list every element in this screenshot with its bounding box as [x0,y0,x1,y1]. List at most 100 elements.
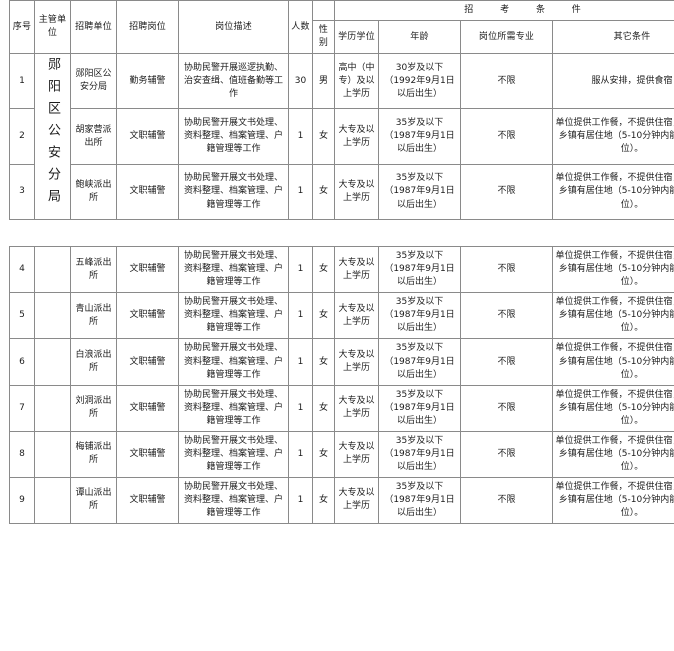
cell-post-desc: 协助民警开展文书处理、资料整理、档案管理、户籍管理等工作 [178,384,289,432]
cell-post-desc: 协助民警开展文书处理、资料整理、档案管理、户籍管理等工作 [178,292,289,340]
cell-post: 文职辅警 [116,292,179,340]
col-header-other: 其它条件 [551,20,674,55]
table-row: 8 梅铺派出所 文职辅警 协助民警开展文书处理、资料整理、档案管理、户籍管理等工… [9,430,674,478]
cell-major: 不限 [460,292,553,340]
cell-post: 文职辅警 [116,430,179,478]
cell-post-desc: 协助民警开展文书处理、资料整理、档案管理、户籍管理等工作 [178,163,289,221]
cell-post: 文职辅警 [116,108,179,165]
cell-education: 高中（中专）及以上学历 [334,53,379,110]
cell-major: 不限 [460,476,553,525]
cell-major: 不限 [460,338,553,386]
cell-count: 30 [288,53,313,110]
cell-post-desc: 协助民警开展文书处理、资料整理、档案管理、户籍管理等工作 [178,476,289,525]
cell-major: 不限 [460,246,553,294]
cell-count: 1 [288,246,313,294]
cell-admin-unit [34,338,71,386]
cell-hiring-unit: 郧阳区公安分局 [70,53,117,110]
cell-education: 大专及以上学历 [334,108,379,165]
cell-major: 不限 [460,384,553,432]
cell-admin-unit [34,384,71,432]
cell-age: 35岁及以下（1987年9月1日以后出生） [378,246,461,294]
cell-gender: 女 [312,476,335,525]
cell-age: 30岁及以下（1992年9月1日以后出生） [378,53,461,110]
col-header-age: 年龄 [378,20,461,55]
cell-age: 35岁及以下（1987年9月1日以后出生） [378,384,461,432]
cell-age: 35岁及以下（1987年9月1日以后出生） [378,163,461,221]
cell-post: 文职辅警 [116,476,179,525]
cell-gender: 女 [312,163,335,221]
cell-count: 1 [288,163,313,221]
cell-education: 大专及以上学历 [334,163,379,221]
cell-post-desc: 协助民警开展文书处理、资料整理、档案管理、户籍管理等工作 [178,338,289,386]
cell-seq: 2 [9,108,35,165]
cell-post: 文职辅警 [116,246,179,294]
cell-admin-unit [34,246,71,294]
table-row: 9 谭山派出所 文职辅警 协助民警开展文书处理、资料整理、档案管理、户籍管理等工… [9,476,674,525]
cell-other: 服从安排，提供食宿 [551,53,674,110]
cell-age: 35岁及以下（1987年9月1日以后出生） [378,476,461,525]
recruitment-sheet: 序号 主管单位 招聘单位 招聘岗位 岗位描述 人数 招 考 条 件 性别 学历学… [9,0,674,525]
admin-unit-text: 郧阳区公安分局 [45,57,60,212]
cell-other: 单位提供工作餐，不提供住宿，需在本乡镇有居住地（5-10分钟内能赶到单位）。 [552,246,674,294]
cell-major: 不限 [460,163,553,221]
cell-other: 单位提供工作餐，不提供住宿，需在本乡镇有居住地（5-10分钟内能赶到单位）。 [552,384,674,432]
table-header-row-top: 序号 主管单位 招聘单位 招聘岗位 岗位描述 人数 招 考 条 件 [9,0,674,55]
cell-count: 1 [288,476,313,525]
cell-gender: 男 [312,53,335,110]
cell-seq: 4 [9,246,35,294]
col-header-gender: 性别 [312,20,335,55]
cell-education: 大专及以上学历 [334,430,379,478]
cell-post-desc: 协助民警开展巡逻执勤、治安查缉、值班备勤等工作 [178,53,289,110]
recruitment-table-part-2: 4 五峰派出所 文职辅警 协助民警开展文书处理、资料整理、档案管理、户籍管理等工… [9,246,674,525]
cell-gender: 女 [312,384,335,432]
cell-other: 单位提供工作餐，不提供住宿，需在本乡镇有居住地（5-10分钟内能赶到单位）。 [552,476,674,525]
cell-major: 不限 [460,108,553,165]
cell-education: 大专及以上学历 [334,246,379,294]
cell-gender: 女 [312,108,335,165]
cell-education: 大专及以上学历 [334,338,379,386]
col-header-spacer [312,0,335,22]
cell-seq: 1 [9,53,35,110]
cell-education: 大专及以上学历 [334,292,379,340]
table-row: 3 鲍峡派出所 文职辅警 协助民警开展文书处理、资料整理、档案管理、户籍管理等工… [9,163,674,221]
cell-seq: 9 [9,476,35,525]
cell-hiring-unit: 胡家营派出所 [70,108,117,165]
col-header-post: 招聘岗位 [116,0,179,55]
cell-count: 1 [288,338,313,386]
cell-gender: 女 [312,338,335,386]
cell-education: 大专及以上学历 [334,384,379,432]
col-header-hiring-unit: 招聘单位 [70,0,117,55]
cell-hiring-unit: 刘洞派出所 [70,384,117,432]
cell-post: 文职辅警 [116,338,179,386]
table-row: 1 郧阳区公安分局 郧阳区公安分局 勤务辅警 协助民警开展巡逻执勤、治安查缉、值… [9,53,674,221]
col-header-admin-unit: 主管单位 [34,0,71,55]
cell-age: 35岁及以下（1987年9月1日以后出生） [378,338,461,386]
col-header-major: 岗位所需专业 [460,20,553,55]
cell-post-desc: 协助民警开展文书处理、资料整理、档案管理、户籍管理等工作 [178,430,289,478]
cell-hiring-unit: 梅铺派出所 [70,430,117,478]
cell-admin-unit [34,476,71,525]
cell-count: 1 [288,430,313,478]
table-row: 4 五峰派出所 文职辅警 协助民警开展文书处理、资料整理、档案管理、户籍管理等工… [9,246,674,294]
cell-other: 单位提供工作餐，不提供住宿，需在本乡镇有居住地（5-10分钟内能赶到单位）。 [552,292,674,340]
cell-admin-unit [34,430,71,478]
cell-age: 35岁及以下（1987年9月1日以后出生） [378,430,461,478]
table-row: 6 白浪派出所 文职辅警 协助民警开展文书处理、资料整理、档案管理、户籍管理等工… [9,338,674,386]
col-header-count: 人数 [288,0,313,55]
cell-post: 文职辅警 [116,163,179,221]
col-header-group-conditions: 招 考 条 件 [333,0,674,22]
col-header-education: 学历学位 [334,20,379,55]
cell-education: 大专及以上学历 [334,476,379,525]
cell-post: 勤务辅警 [116,53,179,110]
group-header-text: 招 考 条 件 [464,5,582,15]
cell-other: 单位提供工作餐，不提供住宿，需在本乡镇有居住地（5-10分钟内能赶到单位）。 [552,338,674,386]
cell-major: 不限 [460,430,553,478]
recruitment-table-part-1: 序号 主管单位 招聘单位 招聘岗位 岗位描述 人数 招 考 条 件 性别 学历学… [9,0,674,221]
cell-seq: 7 [9,384,35,432]
table-row: 5 青山派出所 文职辅警 协助民警开展文书处理、资料整理、档案管理、户籍管理等工… [9,292,674,340]
cell-age: 35岁及以下（1987年9月1日以后出生） [378,292,461,340]
cell-admin-unit [34,292,71,340]
cell-hiring-unit: 谭山派出所 [70,476,117,525]
cell-post-desc: 协助民警开展文书处理、资料整理、档案管理、户籍管理等工作 [178,108,289,165]
cell-seq: 8 [9,430,35,478]
